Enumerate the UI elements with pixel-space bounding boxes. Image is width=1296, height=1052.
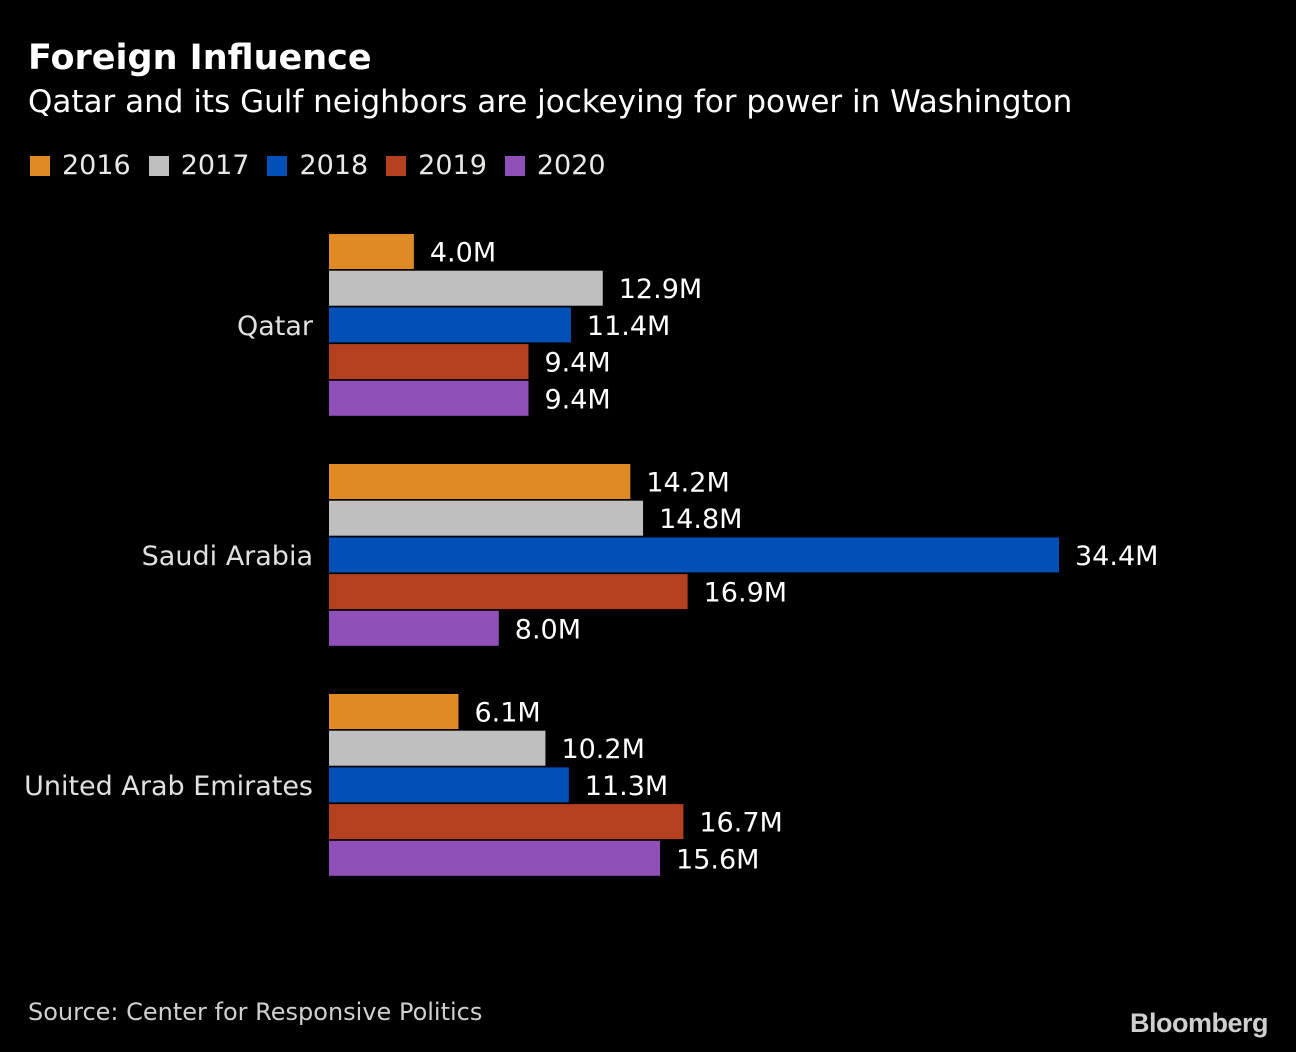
bar-2017 [329, 270, 603, 306]
legend-swatch-2017 [148, 155, 169, 176]
data-label: 8.0M [515, 614, 581, 645]
legend-label-2016: 2016 [62, 150, 131, 181]
bar-2016 [329, 694, 459, 729]
legend-item-2017: 2017 [148, 150, 250, 181]
data-label: 16.9M [704, 578, 787, 609]
data-label: 16.7M [699, 808, 782, 839]
source-note: Source: Center for Responsive Politics [28, 998, 483, 1026]
data-label: 11.3M [585, 771, 668, 802]
category-label: Qatar [237, 311, 314, 342]
bar-2019 [329, 574, 688, 610]
legend-item-2016: 2016 [30, 150, 131, 181]
legend: 2016 2017 2018 2019 2020 [30, 150, 624, 181]
data-label: 14.8M [659, 504, 742, 535]
data-label: 11.4M [587, 311, 670, 342]
bar-2017 [329, 730, 546, 766]
chart-title: Foreign Influence [28, 38, 372, 78]
data-label: 12.9M [619, 274, 702, 305]
legend-item-2018: 2018 [267, 150, 368, 181]
bar-2020 [329, 610, 499, 646]
category-label: United Arab Emirates [24, 771, 313, 802]
data-label: 9.4M [544, 384, 610, 415]
bar-2018 [329, 307, 571, 343]
legend-label-2020: 2020 [536, 150, 606, 181]
category-label: Saudi Arabia [142, 541, 313, 572]
data-label: 4.0M [430, 238, 496, 269]
data-label: 15.6M [676, 844, 759, 875]
legend-item-2019: 2019 [386, 150, 487, 181]
chart-subtitle: Qatar and its Gulf neighbors are jockeyi… [28, 84, 1073, 120]
legend-label-2018: 2018 [299, 150, 369, 181]
bar-2016 [329, 234, 414, 269]
legend-label-2019: 2019 [418, 150, 487, 181]
bar-2019 [329, 804, 684, 840]
bar-2017 [329, 500, 644, 536]
legend-swatch-2016 [30, 155, 50, 176]
bar-2016 [329, 464, 631, 499]
data-label: 34.4M [1075, 541, 1158, 572]
legend-label-2017: 2017 [180, 150, 250, 181]
data-label: 9.4M [544, 348, 610, 379]
data-label: 14.2M [646, 468, 729, 499]
legend-swatch-2018 [267, 155, 288, 176]
bar-2018 [329, 537, 1059, 573]
data-label: 6.1M [474, 698, 540, 729]
bar-2020 [329, 840, 661, 876]
data-label: 10.2M [561, 734, 644, 765]
legend-swatch-2019 [386, 155, 407, 176]
bar-2019 [329, 344, 529, 380]
legend-swatch-2020 [504, 155, 525, 176]
bloomberg-logo: Bloomberg [1129, 1008, 1269, 1038]
legend-item-2020: 2020 [504, 150, 606, 181]
bar-2020 [329, 380, 529, 416]
bar-2018 [329, 767, 569, 803]
